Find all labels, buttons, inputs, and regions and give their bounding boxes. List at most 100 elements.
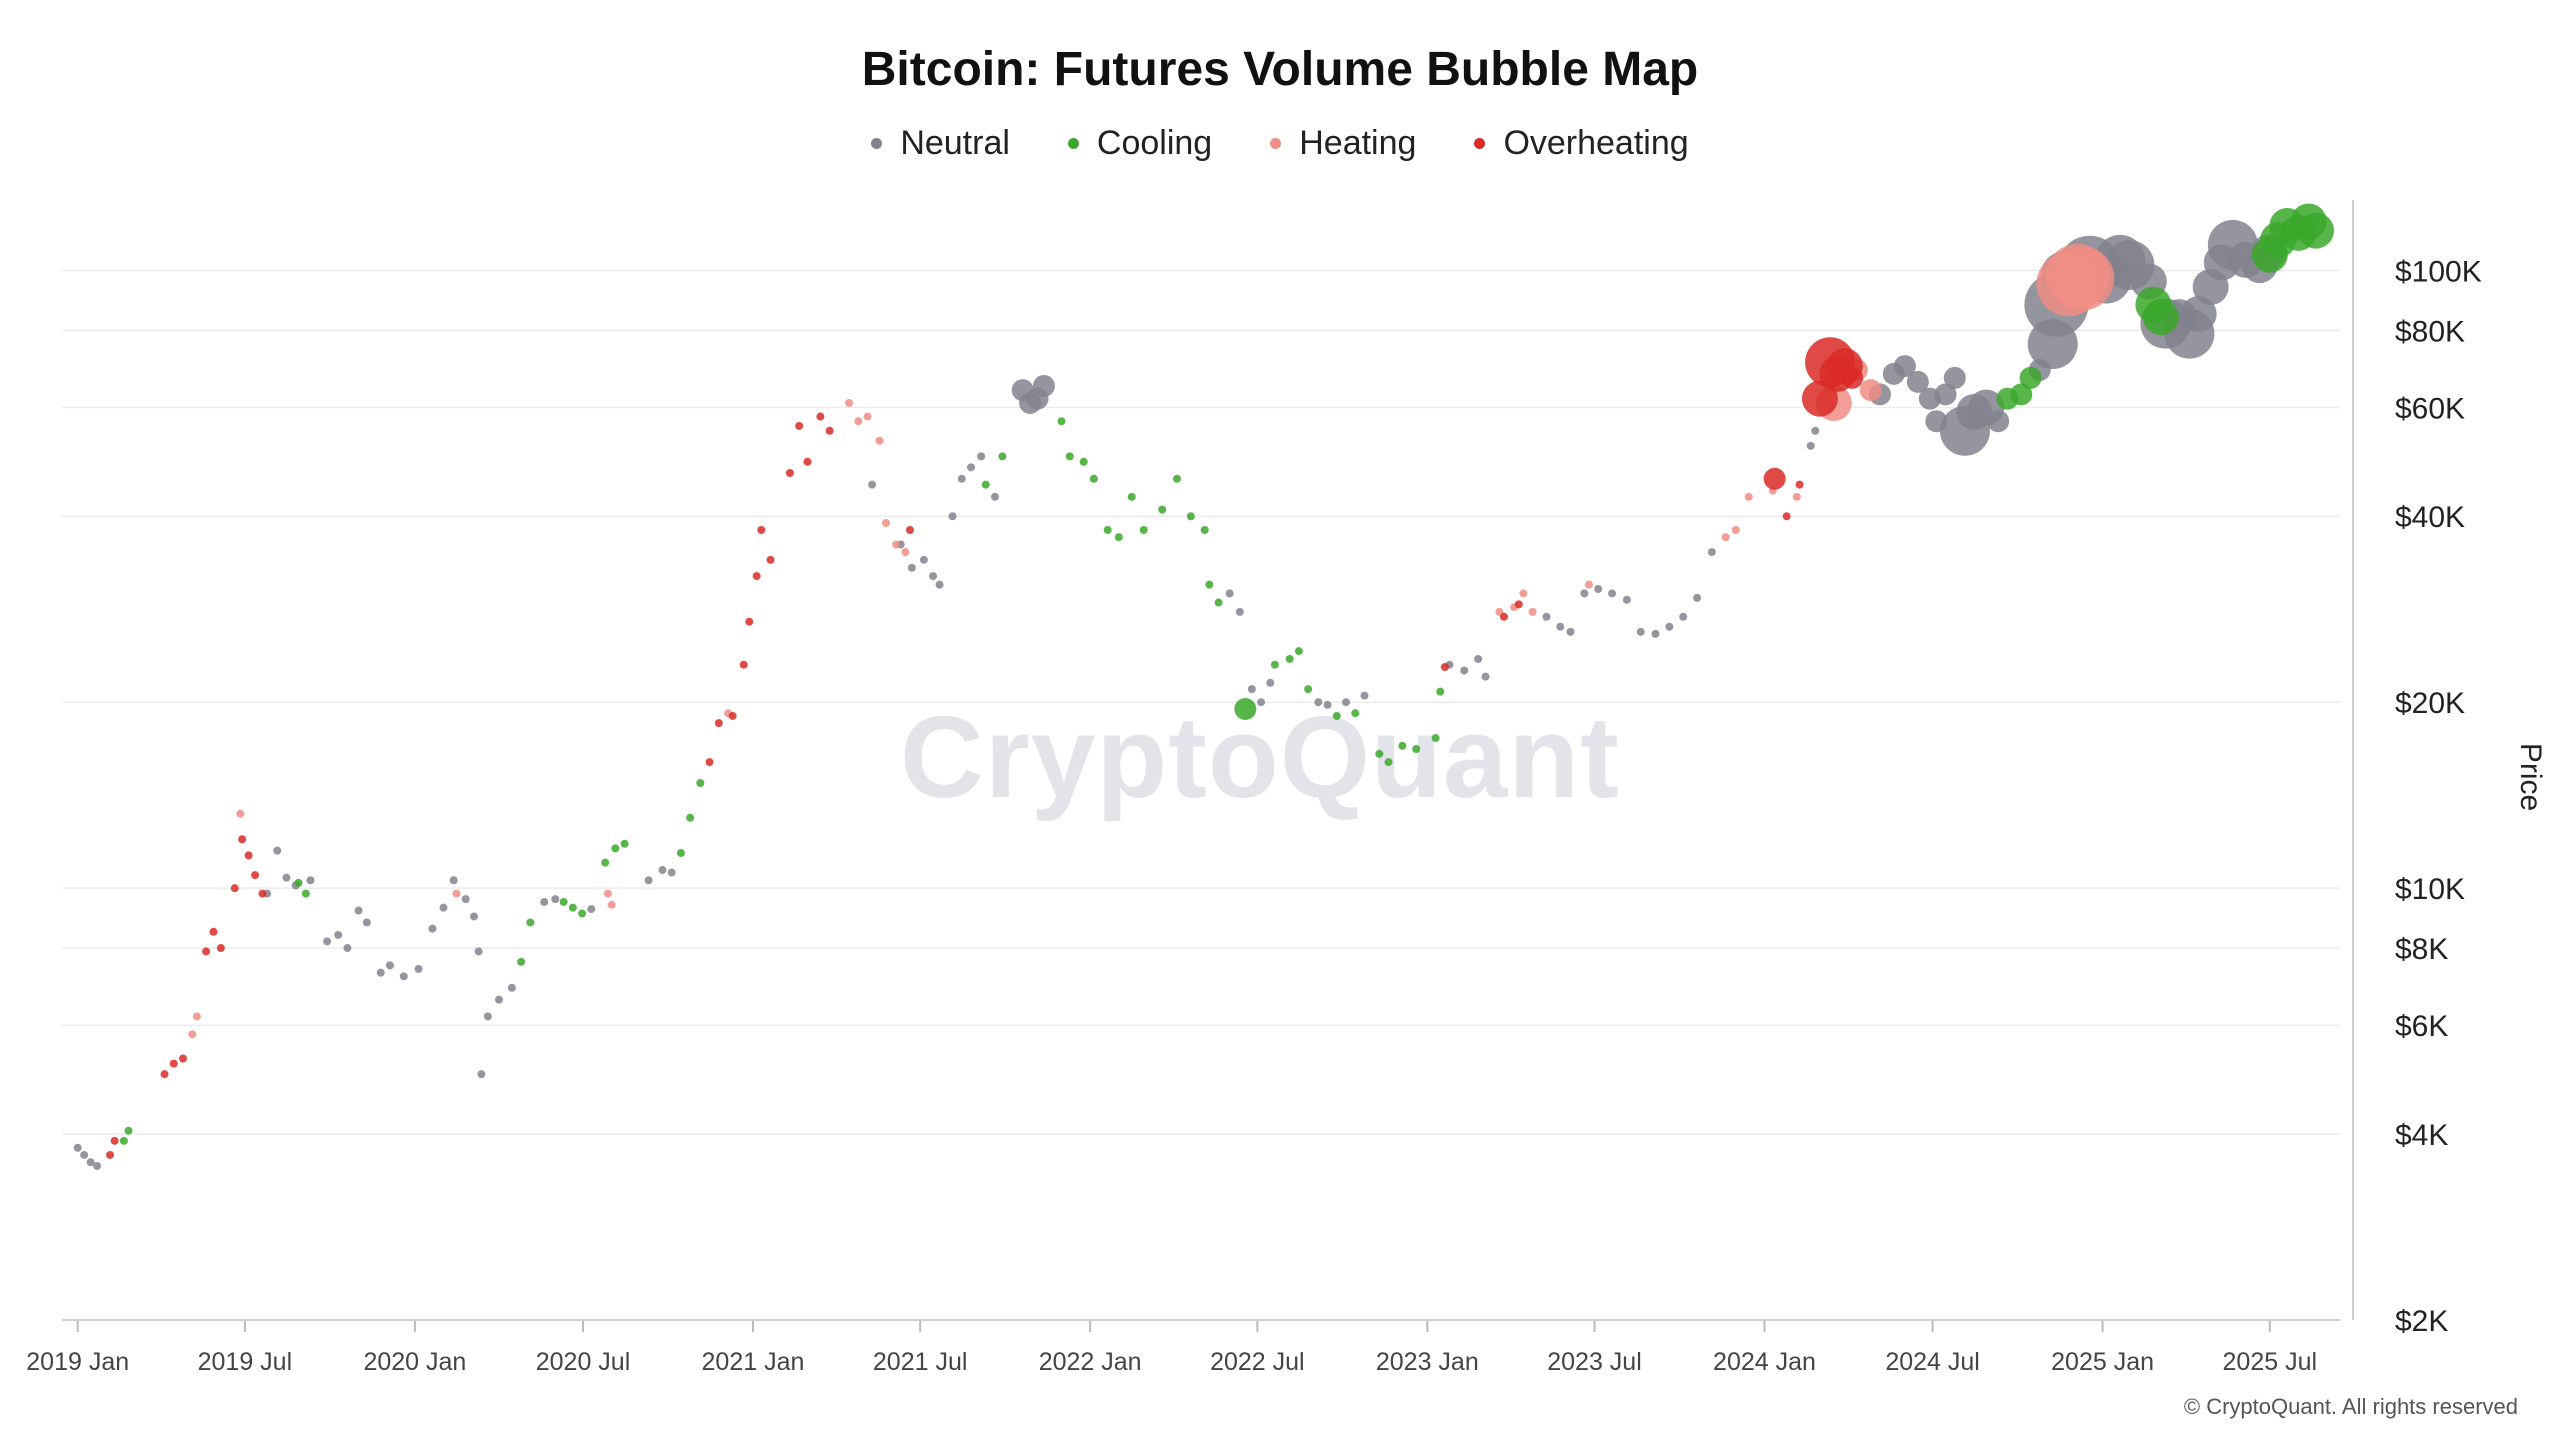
data-point-cooling[interactable] xyxy=(1375,749,1384,758)
data-point-cooling[interactable] xyxy=(1351,709,1360,718)
data-point-cooling[interactable] xyxy=(1127,492,1136,501)
data-point-neutral[interactable] xyxy=(2180,295,2217,332)
data-point-cooling[interactable] xyxy=(124,1126,133,1135)
data-point-neutral[interactable] xyxy=(644,876,653,885)
data-point-cooling[interactable] xyxy=(1234,698,1257,721)
data-point-neutral[interactable] xyxy=(966,463,975,472)
data-point-overheating[interactable] xyxy=(745,617,754,626)
data-point-neutral[interactable] xyxy=(1257,698,1266,707)
data-point-cooling[interactable] xyxy=(1436,687,1445,696)
data-point-cooling[interactable] xyxy=(1139,525,1148,534)
data-point-overheating[interactable] xyxy=(230,884,239,893)
data-point-neutral[interactable] xyxy=(1566,627,1575,636)
data-point-overheating[interactable] xyxy=(258,889,267,898)
data-point-overheating[interactable] xyxy=(1795,480,1804,489)
data-point-cooling[interactable] xyxy=(2019,366,2042,389)
data-point-neutral[interactable] xyxy=(977,452,986,461)
data-point-overheating[interactable] xyxy=(1763,467,1786,490)
data-point-cooling[interactable] xyxy=(1158,505,1167,514)
data-point-cooling[interactable] xyxy=(526,918,535,927)
data-point-cooling[interactable] xyxy=(981,480,990,489)
data-point-neutral[interactable] xyxy=(935,580,944,589)
data-point-cooling[interactable] xyxy=(998,452,1007,461)
data-point-heating[interactable] xyxy=(901,548,910,557)
data-point-neutral[interactable] xyxy=(1556,622,1565,631)
data-point-cooling[interactable] xyxy=(1384,758,1393,767)
data-point-overheating[interactable] xyxy=(209,927,218,936)
data-point-cooling[interactable] xyxy=(301,889,310,898)
data-point-neutral[interactable] xyxy=(991,492,1000,501)
data-point-cooling[interactable] xyxy=(1332,711,1341,720)
legend-item-heating[interactable]: Heating xyxy=(1270,124,1416,163)
data-point-neutral[interactable] xyxy=(1594,584,1603,593)
data-point-neutral[interactable] xyxy=(376,968,385,977)
data-point-cooling[interactable] xyxy=(1114,533,1123,542)
data-point-neutral[interactable] xyxy=(343,944,352,953)
data-point-overheating[interactable] xyxy=(825,426,834,435)
legend-item-cooling[interactable]: Cooling xyxy=(1067,124,1212,163)
data-point-overheating[interactable] xyxy=(202,947,211,956)
data-point-heating[interactable] xyxy=(892,540,901,549)
data-point-cooling[interactable] xyxy=(620,839,629,848)
data-point-neutral[interactable] xyxy=(1323,700,1332,709)
data-point-overheating[interactable] xyxy=(739,660,748,669)
data-point-cooling[interactable] xyxy=(568,903,577,912)
data-point-neutral[interactable] xyxy=(507,983,516,992)
data-point-heating[interactable] xyxy=(1859,379,1882,402)
data-point-heating[interactable] xyxy=(875,436,884,445)
data-point-neutral[interactable] xyxy=(1906,370,1929,393)
data-point-neutral[interactable] xyxy=(399,972,408,981)
data-point-neutral[interactable] xyxy=(354,906,363,915)
data-point-neutral[interactable] xyxy=(667,868,676,877)
data-point-cooling[interactable] xyxy=(1057,417,1066,426)
legend-item-overheating[interactable]: Overheating xyxy=(1474,124,1689,163)
data-point-neutral[interactable] xyxy=(414,964,423,973)
data-point-neutral[interactable] xyxy=(1360,691,1369,700)
data-point-heating[interactable] xyxy=(603,889,612,898)
data-point-neutral[interactable] xyxy=(428,924,437,933)
data-point-heating[interactable] xyxy=(881,519,890,528)
data-point-neutral[interactable] xyxy=(1806,441,1815,450)
data-point-cooling[interactable] xyxy=(1186,512,1195,521)
data-point-neutral[interactable] xyxy=(1636,627,1645,636)
data-point-neutral[interactable] xyxy=(86,1158,95,1167)
data-point-overheating[interactable] xyxy=(728,711,737,720)
data-point-cooling[interactable] xyxy=(1412,744,1421,753)
data-point-overheating[interactable] xyxy=(1514,600,1523,609)
data-point-neutral[interactable] xyxy=(439,903,448,912)
data-point-cooling[interactable] xyxy=(1398,741,1407,750)
data-point-cooling[interactable] xyxy=(1270,660,1279,669)
data-point-overheating[interactable] xyxy=(110,1136,119,1145)
data-point-overheating[interactable] xyxy=(714,719,723,728)
data-point-cooling[interactable] xyxy=(696,778,705,787)
data-point-neutral[interactable] xyxy=(1893,355,1916,378)
data-point-neutral[interactable] xyxy=(385,961,394,970)
data-point-neutral[interactable] xyxy=(868,480,877,489)
data-point-heating[interactable] xyxy=(1584,580,1593,589)
data-point-neutral[interactable] xyxy=(323,937,332,946)
data-point-overheating[interactable] xyxy=(766,555,775,564)
data-point-cooling[interactable] xyxy=(294,878,303,887)
data-point-neutral[interactable] xyxy=(1474,654,1483,663)
data-point-neutral[interactable] xyxy=(1987,410,2010,433)
data-point-neutral[interactable] xyxy=(1651,629,1660,638)
data-point-neutral[interactable] xyxy=(1622,595,1631,604)
data-point-neutral[interactable] xyxy=(1225,589,1234,598)
data-point-cooling[interactable] xyxy=(1089,474,1098,483)
data-point-heating[interactable] xyxy=(1744,492,1753,501)
data-point-neutral[interactable] xyxy=(1608,589,1617,598)
data-point-cooling[interactable] xyxy=(611,844,620,853)
data-point-neutral[interactable] xyxy=(1032,374,1055,397)
data-point-overheating[interactable] xyxy=(1440,663,1449,672)
data-point-neutral[interactable] xyxy=(1481,672,1490,681)
data-point-overheating[interactable] xyxy=(160,1070,169,1079)
data-point-neutral[interactable] xyxy=(907,563,916,572)
data-point-neutral[interactable] xyxy=(306,876,315,885)
data-point-cooling[interactable] xyxy=(601,858,610,867)
data-point-neutral[interactable] xyxy=(1943,366,1966,389)
data-point-neutral[interactable] xyxy=(282,873,291,882)
data-point-neutral[interactable] xyxy=(334,930,343,939)
data-point-overheating[interactable] xyxy=(795,421,804,430)
data-point-heating[interactable] xyxy=(236,809,245,818)
data-point-overheating[interactable] xyxy=(1841,366,1864,389)
